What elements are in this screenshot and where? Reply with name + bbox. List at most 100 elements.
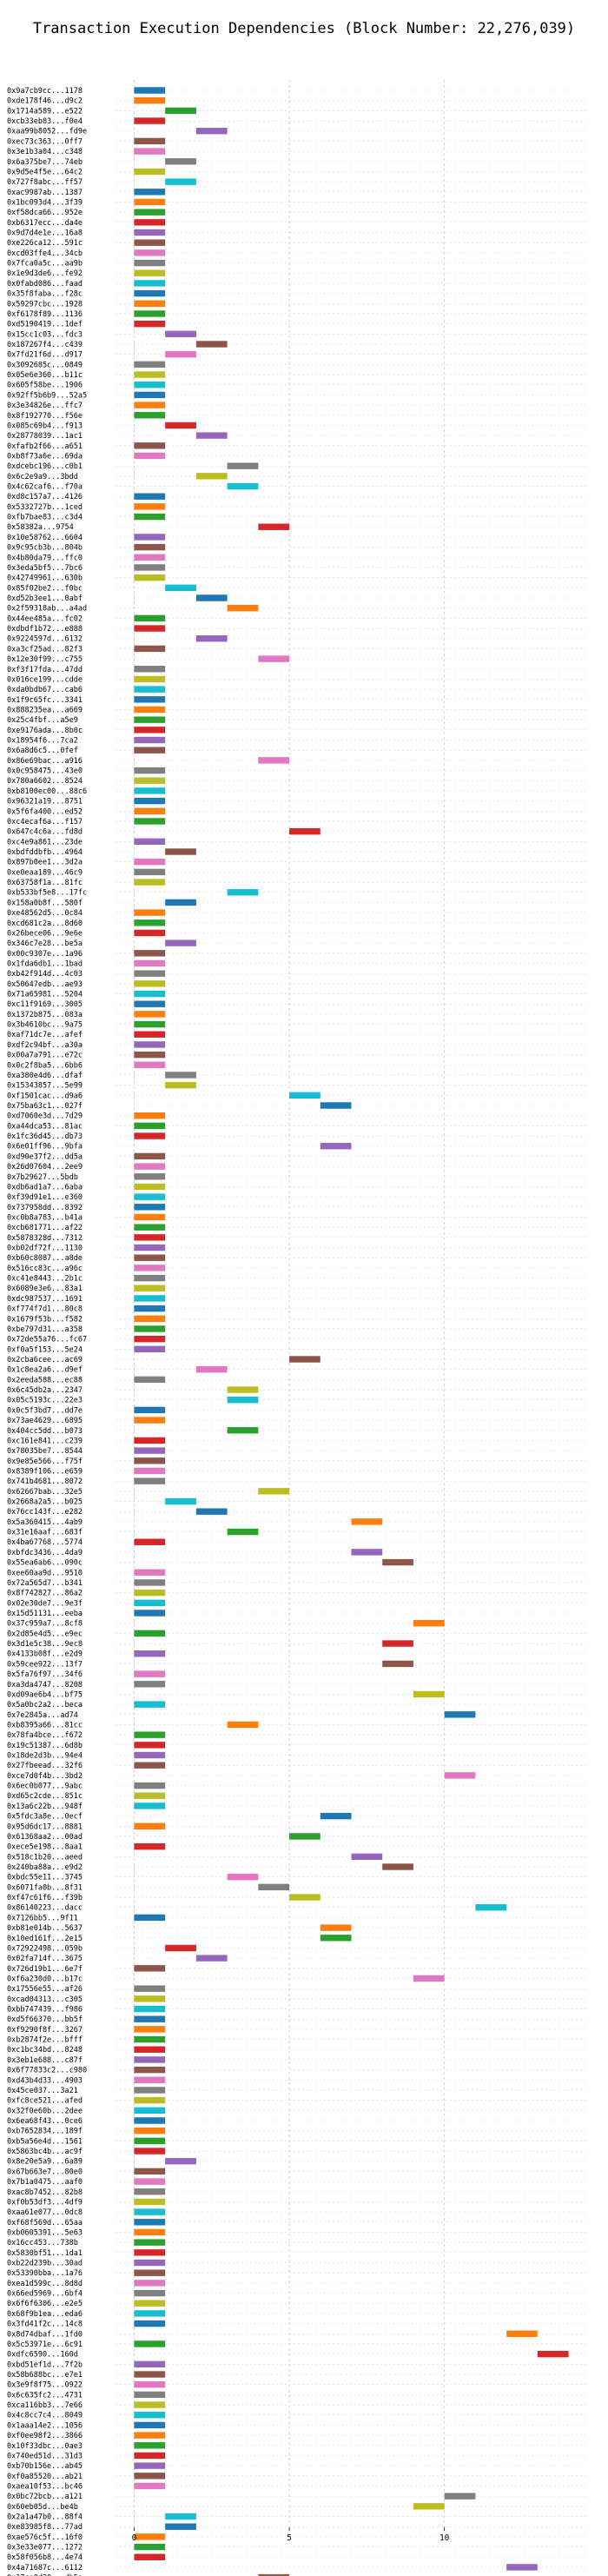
transaction-bar: [134, 2543, 166, 2551]
transaction-bar: [134, 1914, 166, 1922]
transaction-bar: [134, 280, 166, 287]
transaction-bar: [134, 1122, 166, 1130]
y-tick-label: 0xc1bc34bd...8248: [7, 2046, 83, 2055]
transaction-bar: [413, 1619, 445, 1627]
transaction-bar: [134, 990, 166, 998]
y-tick-label: 0x2a1a47b0...88f4: [7, 2513, 83, 2522]
y-tick-label: 0x187267f4...c439: [7, 341, 83, 349]
transaction-bar: [134, 2473, 166, 2480]
row-grid: [116, 90, 587, 2568]
y-tick-label: 0x2668a2a5...b025: [7, 1498, 83, 1507]
y-tick-label: 0xbd51ef1d...7f2b: [7, 2360, 83, 2369]
y-tick-label: 0x86e69bac...a916: [7, 757, 83, 766]
y-tick-label: 0xe0eaa189...46c9: [7, 868, 83, 877]
transaction-bar: [444, 1711, 476, 1718]
y-tick-label: 0x72922498...059b: [7, 1944, 83, 1953]
transaction-bar: [134, 382, 166, 388]
y-tick-label: 0x00a7a791...e72c: [7, 1052, 83, 1060]
y-tick-label: 0xb8395a66...81cc: [7, 1721, 83, 1730]
y-tick-label: 0x6c2e9a9...3bdd: [7, 473, 78, 481]
y-tick-label: 0xf6178f89...1136: [7, 310, 83, 319]
x-tick-label: 0: [132, 2533, 137, 2543]
transaction-bar: [134, 696, 166, 703]
transaction-bar: [134, 117, 166, 124]
y-tick-label: 0x10ed161f...2e15: [7, 1935, 83, 1943]
transaction-bar: [258, 1488, 290, 1495]
y-tick-label: 0x7e2845a...ad74: [7, 1711, 78, 1720]
y-tick-label: 0x19c51387...6d8b: [7, 1742, 83, 1750]
transaction-bar: [134, 2249, 166, 2256]
y-tick-label: 0x6089e3e6...83a1: [7, 1285, 83, 1293]
y-tick-label: 0x5a0bc2a2...beca: [7, 1701, 83, 1710]
y-tick-label: 0x4a71687c...6112: [7, 2564, 83, 2573]
y-tick-label: 0x15343857...5e99: [7, 1082, 83, 1091]
y-tick-label: 0x6a8d6c5...0fef: [7, 747, 78, 755]
y-tick-label: 0x016ce199...cdde: [7, 675, 83, 684]
y-tick-label: 0x9c95cb3b...804b: [7, 544, 83, 553]
transaction-bar: [134, 168, 166, 176]
transaction-bar: [134, 2269, 166, 2276]
y-tick-label: 0xf68f569d...65aa: [7, 2219, 83, 2227]
y-tick-label: 0x4c8cc7c4...8049: [7, 2412, 83, 2420]
transaction-bar: [382, 1863, 413, 1870]
y-tick-label: 0xf3f17fda...47dd: [7, 666, 83, 674]
y-tick-label: 0xb0605391...5e63: [7, 2228, 83, 2237]
y-tick-label: 0xb8100ec00...88c6: [7, 787, 87, 796]
y-tick-label: 0x7fca0a5c...aa9b: [7, 260, 83, 269]
transaction-bar: [320, 1143, 352, 1150]
transaction-bar: [134, 2310, 166, 2317]
transaction-bar: [134, 2178, 166, 2185]
transaction-bar: [165, 2158, 196, 2165]
y-tick-label: 0xece5e198...8aa1: [7, 1843, 83, 1852]
y-tick-label: 0x6e01ff96...9bfa: [7, 1143, 83, 1152]
transaction-bar: [134, 2553, 166, 2560]
transaction-bar: [134, 1437, 166, 1444]
transaction-bar: [134, 980, 166, 987]
y-tick-label: 0x7fd21f6d...d917: [7, 351, 83, 360]
transaction-bar: [134, 2300, 166, 2307]
y-tick-label: 0xda0bdb67...cab6: [7, 686, 83, 694]
y-tick-label: 0x741b4681...8072: [7, 1477, 83, 1486]
y-tick-label: 0x63758f1a...81fc: [7, 879, 83, 887]
transaction-bar: [134, 1599, 166, 1607]
transaction-bar: [134, 513, 166, 521]
transaction-bar: [134, 2056, 166, 2063]
transaction-bar: [134, 797, 166, 805]
transaction-bar: [134, 1244, 166, 1251]
transaction-bar: [134, 1965, 166, 1972]
transaction-bar: [134, 2219, 166, 2226]
transaction-bar: [195, 473, 228, 480]
transaction-bar: [258, 2573, 290, 2576]
transaction-bar: [134, 1406, 166, 1414]
y-tick-label: 0x05c5193c...22e3: [7, 1397, 83, 1405]
y-tick-label: 0xdbdf1b72...e888: [7, 625, 83, 634]
transaction-bar: [134, 1011, 166, 1018]
y-tick-label: 0xaa61e077...0dc8: [7, 2208, 83, 2217]
transaction-bar: [134, 493, 166, 500]
y-tick-label: 0x96321a19...8751: [7, 798, 83, 807]
y-tick-label: 0xca116bb3...7e66: [7, 2401, 83, 2410]
y-tick-label: 0x5830bf51...1da1: [7, 2249, 83, 2258]
y-tick-label: 0x3b4610bc...9a75: [7, 1021, 83, 1030]
transaction-bar: [134, 1650, 166, 1657]
y-tick-label: 0x4ba67768...5774: [7, 1538, 83, 1547]
transaction-bar: [134, 452, 166, 460]
y-tick-label: 0xcb681771...af22: [7, 1224, 83, 1232]
transaction-bar: [134, 2421, 166, 2429]
transaction-bar: [475, 1904, 507, 1911]
y-tick-label: 0x16cc453...738b: [7, 2239, 78, 2247]
y-tick-label: 0xd90e37f2...dd5a: [7, 1152, 83, 1161]
y-tick-label: 0x4c62caf6...f70a: [7, 483, 83, 492]
y-tick-label: 0xc4ecaf6a...f157: [7, 818, 83, 827]
bar-layer: [134, 87, 569, 2576]
y-tick-label: 0x9d5e4f5e...64c2: [7, 168, 83, 176]
y-tick-label: 0x1fda6db1...1bad: [7, 959, 83, 968]
transaction-bar: [134, 2360, 166, 2368]
transaction-bar: [134, 858, 166, 866]
y-tick-label: 0x5878328d...7312: [7, 1234, 83, 1243]
y-tick-label: 0xfafb2f66...a651: [7, 442, 83, 451]
transaction-bar: [320, 1812, 352, 1820]
transaction-bar: [134, 2026, 166, 2033]
transaction-bar: [134, 574, 166, 581]
y-tick-label: 0x26bece06...9e6e: [7, 929, 83, 938]
